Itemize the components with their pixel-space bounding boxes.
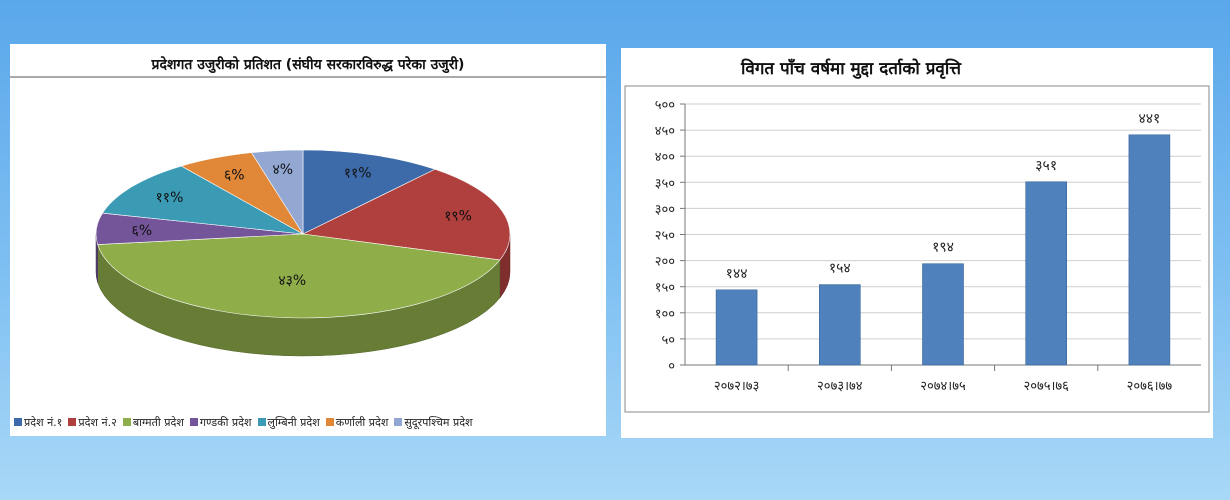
bar-value-label-3: ३५१ bbox=[1035, 158, 1057, 174]
bar-ytick-label-9: ४५० bbox=[655, 124, 675, 139]
pie-legend-label-6: सुदूरपश्चिम प्रदेश bbox=[404, 415, 473, 429]
pie-chart: प्रदेशगत उजुरीको प्रतिशत (संघीय सरकारविर… bbox=[10, 56, 606, 357]
bar-ytick-label-4: २०० bbox=[655, 255, 675, 270]
pie-slice-label-6: ४% bbox=[272, 162, 293, 178]
bar-ytick-label-5: २५० bbox=[655, 229, 675, 244]
bar-0 bbox=[715, 289, 758, 366]
bar-category-label-4: २०७६।७७ bbox=[1127, 379, 1173, 394]
bar-value-label-0: १४४ bbox=[726, 266, 748, 282]
bar-ytick-label-7: ३५० bbox=[655, 176, 675, 191]
pie-legend-label-4: लुम्बिनी प्रदेश bbox=[267, 415, 320, 429]
pie-legend-label-0: प्रदेश नं.१ bbox=[24, 415, 63, 429]
bar-value-label-2: १९४ bbox=[932, 240, 954, 256]
bar-category-label-2: २०७४।७५ bbox=[920, 379, 966, 394]
pie-slice-6 bbox=[251, 149, 304, 236]
bar-ytick-label-10: ५०० bbox=[655, 98, 675, 113]
pie-chart-panel: प्रदेशगत उजुरीको प्रतिशत (संघीय सरकारविर… bbox=[10, 44, 606, 436]
bar-ytick-label-8: ४०० bbox=[655, 150, 675, 165]
pie-legend-item-3: गण्डकी प्रदेश bbox=[189, 415, 252, 430]
bar-plot-frame bbox=[624, 85, 1210, 413]
pie-legend-swatch-6 bbox=[394, 418, 403, 426]
bar-3 bbox=[1025, 181, 1068, 366]
bar-1 bbox=[819, 284, 861, 366]
pie-slice-4 bbox=[101, 165, 304, 235]
pie-slice-0 bbox=[302, 149, 436, 235]
pie-legend-item-4: लुम्बिनी प्रदेश bbox=[257, 415, 320, 430]
pie-chart-legend: प्रदेश नं.१ प्रदेश नं.२ बाग्मती प्रदेश गण्ड… bbox=[14, 412, 602, 432]
bar-ytick-label-2: १०० bbox=[655, 307, 675, 322]
bar-category-label-1: २०७३।७४ bbox=[817, 379, 863, 394]
pie-legend-swatch-4 bbox=[257, 418, 266, 426]
pie-slice-label-0: ११% bbox=[344, 165, 372, 181]
pie-legend-label-1: प्रदेश नं.२ bbox=[78, 415, 117, 429]
bar-category-label-0: २०७२।७३ bbox=[714, 379, 760, 394]
bar-chart-title: विगत पाँच वर्षमा मुद्दा दर्ताको प्रवृत्त… bbox=[740, 58, 962, 79]
bar-2 bbox=[922, 263, 964, 366]
pie-legend-label-5: कर्णाली प्रदेश bbox=[335, 415, 389, 429]
pie-legend-swatch-1 bbox=[68, 418, 77, 426]
pie-legend-item-5: कर्णाली प्रदेश bbox=[325, 415, 389, 430]
bar-ytick-label-3: १५० bbox=[655, 281, 675, 296]
bar-4 bbox=[1128, 134, 1171, 366]
pie-slice-label-3: ६% bbox=[132, 223, 153, 239]
bar-chart: विगत पाँच वर्षमा मुद्दा दर्ताको प्रवृत्त… bbox=[624, 58, 1210, 413]
pie-slice-label-5: ६% bbox=[224, 168, 245, 184]
bar-chart-panel: विगत पाँच वर्षमा मुद्दा दर्ताको प्रवृत्त… bbox=[621, 48, 1213, 438]
pie-slice-2 bbox=[97, 233, 501, 319]
pie-slice-label-4: ११% bbox=[156, 190, 184, 206]
pie-chart-title: प्रदेशगत उजुरीको प्रतिशत (संघीय सरकारविर… bbox=[151, 56, 465, 74]
pie-legend-swatch-3 bbox=[189, 418, 198, 426]
bar-value-label-1: १५४ bbox=[829, 261, 851, 277]
pie-slice-1 bbox=[301, 168, 511, 261]
pie-legend-swatch-0 bbox=[14, 418, 22, 426]
pie-legend-swatch-2 bbox=[122, 418, 131, 426]
pie-legend-swatch-5 bbox=[325, 418, 334, 426]
bar-ytick-label-6: ३०० bbox=[655, 202, 675, 217]
pie-legend-item-2: बाग्मती प्रदेश bbox=[122, 415, 184, 430]
pie-legend-label-2: बाग्मती प्रदेश bbox=[132, 415, 184, 429]
pie-legend-item-6: सुदूरपश्चिम प्रदेश bbox=[394, 415, 473, 430]
bar-category-label-3: २०७५।७६ bbox=[1023, 379, 1069, 394]
bar-ytick-label-0: ० bbox=[668, 359, 675, 374]
pie-slice-label-1: १९% bbox=[444, 209, 472, 225]
pie-slice-label-2: ४३% bbox=[278, 273, 306, 289]
bar-value-label-4: ४४१ bbox=[1138, 111, 1160, 127]
pie-legend-item-1: प्रदेश नं.२ bbox=[68, 415, 117, 430]
pie-legend-label-3: गण्डकी प्रदेश bbox=[199, 415, 252, 429]
bar-ytick-label-1: ५० bbox=[661, 333, 675, 348]
pie-legend-item-0: प्रदेश नं.१ bbox=[14, 415, 62, 430]
